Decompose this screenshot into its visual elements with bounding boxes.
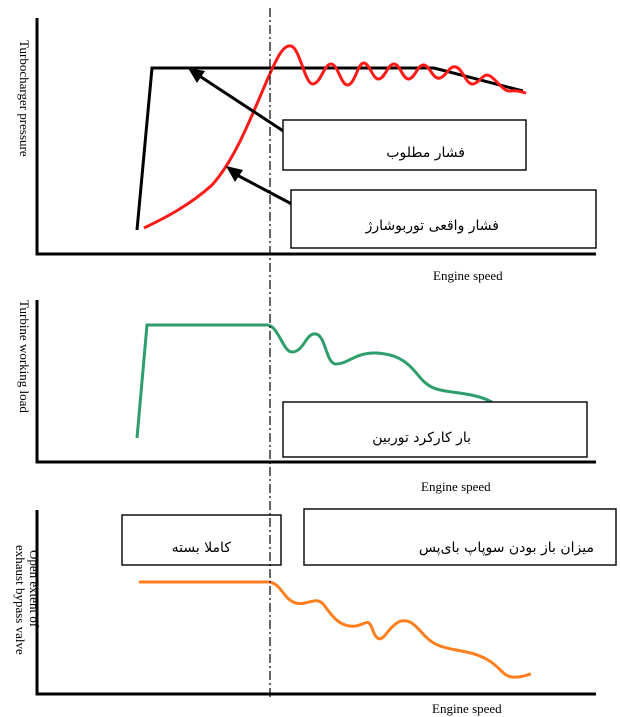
actual-pressure-line (143, 44, 527, 230)
panel2-x-label: Engine speed (421, 479, 491, 494)
panel1-x-label: Engine speed (433, 268, 503, 283)
turbine-load-label: بار کارکرد توربین (372, 430, 471, 446)
desired-pressure-box (282, 119, 527, 171)
actual-pressure-arrowhead (226, 166, 243, 182)
panel3-y-label-line1: Open extent of (27, 550, 42, 628)
turbine-load-box (282, 401, 588, 458)
panel1-y-label: Turbocharger pressure (17, 40, 32, 157)
panel3-y-label-line2: exhaust bypass valve (13, 545, 28, 655)
fully-closed-box (121, 514, 282, 566)
desired-pressure-arrowhead (188, 68, 205, 83)
panel-bypass-valve: Open extent of exhaust bypass valve Engi… (13, 508, 617, 716)
panel2-axes (35, 300, 596, 464)
valve-opening-label: میزان باز بودن سوپاپ بای‌پس (419, 540, 594, 556)
panel-turbo-pressure: Turbocharger pressure Engine speed فشار … (17, 18, 597, 283)
desired-pressure-arrow (197, 73, 298, 142)
actual-pressure-label: فشار واقعی توربوشارژ (365, 218, 499, 234)
panel-turbine-load: Turbine working load Engine speed بار کا… (17, 300, 596, 494)
valve-open-line (139, 580, 532, 679)
desired-pressure-label: فشار مطلوب (386, 145, 465, 161)
valve-opening-box (303, 508, 617, 566)
panel2-y-label: Turbine working load (17, 300, 32, 413)
fully-closed-label: کاملا بسته (172, 540, 232, 556)
actual-pressure-box (290, 189, 597, 249)
panel1-axes (35, 18, 596, 256)
turbine-load-line (135, 323, 493, 439)
panel3-axes (35, 510, 596, 696)
panel3-x-label: Engine speed (432, 701, 502, 716)
